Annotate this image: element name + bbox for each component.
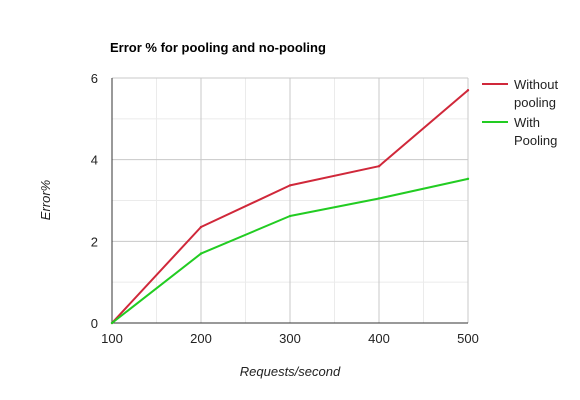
data-point bbox=[466, 89, 470, 92]
y-tick-label: 2 bbox=[91, 234, 98, 249]
legend-label: Pooling bbox=[514, 133, 557, 148]
data-point bbox=[377, 165, 381, 168]
x-tick-label: 200 bbox=[190, 331, 212, 346]
x-tick-label: 100 bbox=[101, 331, 123, 346]
x-tick-label: 400 bbox=[368, 331, 390, 346]
data-point bbox=[288, 214, 292, 218]
y-axis-ticks: 0 2 4 6 bbox=[91, 71, 98, 331]
chart-axes bbox=[111, 78, 468, 324]
data-point bbox=[110, 321, 114, 325]
x-axis-title: Requests/second bbox=[240, 364, 341, 379]
y-tick-label: 4 bbox=[91, 153, 98, 168]
data-point bbox=[377, 197, 381, 200]
data-point bbox=[199, 225, 203, 229]
legend-label: pooling bbox=[514, 95, 556, 110]
x-axis-ticks: 100 200 300 400 500 bbox=[101, 331, 479, 346]
chart-title: Error % for pooling and no-pooling bbox=[110, 40, 326, 55]
chart-legend: Without pooling With Pooling bbox=[482, 77, 558, 148]
y-tick-label: 6 bbox=[91, 71, 98, 86]
data-point bbox=[466, 177, 470, 181]
x-tick-label: 500 bbox=[457, 331, 479, 346]
y-tick-label: 0 bbox=[91, 316, 98, 331]
data-point bbox=[199, 252, 203, 255]
legend-label: With bbox=[514, 115, 540, 130]
y-axis-title: Error% bbox=[38, 180, 53, 220]
chart-grid bbox=[112, 77, 469, 323]
data-point bbox=[288, 184, 292, 187]
legend-label: Without bbox=[514, 77, 558, 92]
x-tick-label: 300 bbox=[279, 331, 301, 346]
series-lines bbox=[110, 89, 470, 325]
